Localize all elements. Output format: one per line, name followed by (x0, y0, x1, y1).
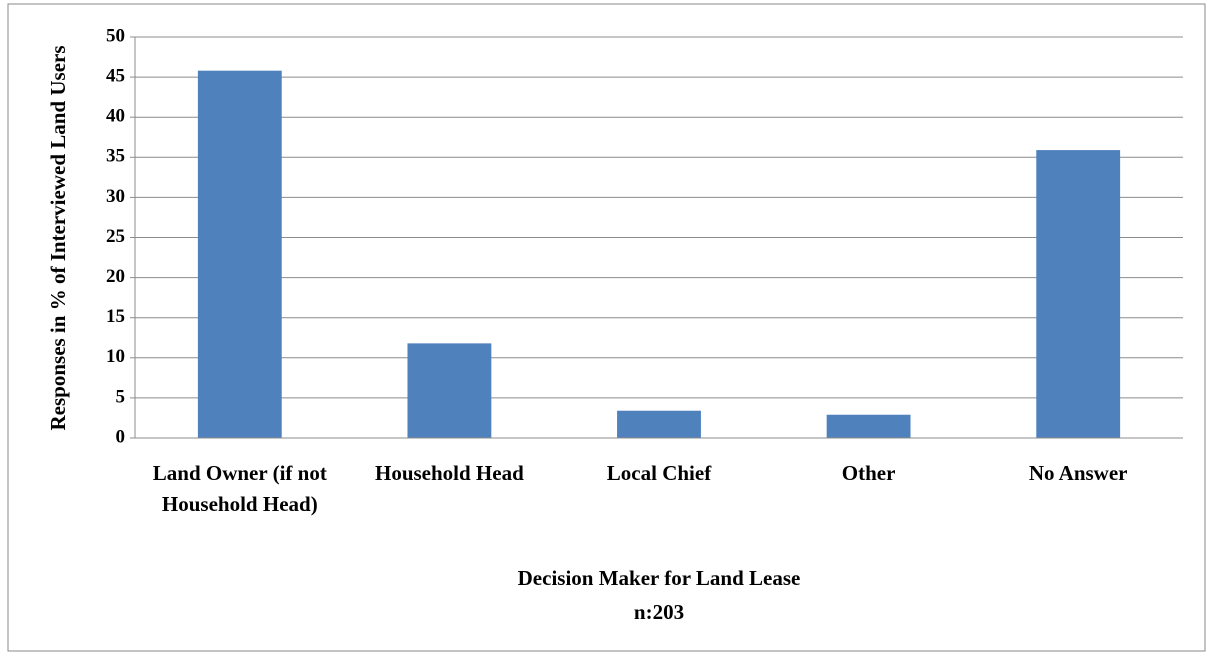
y-tick-label: 20 (106, 266, 125, 287)
x-tick-label: No Answer (1028, 461, 1128, 485)
y-axis-title: Responses in % of Interviewed Land Users (46, 45, 70, 430)
x-axis-note: n:203 (634, 600, 684, 624)
x-tick-label: Household Head (374, 461, 524, 485)
y-tick-label: 15 (106, 306, 125, 327)
y-tick-label: 35 (106, 146, 125, 167)
x-axis-title: Decision Maker for Land Lease (518, 566, 801, 590)
bar (407, 343, 492, 438)
bar (617, 410, 701, 438)
y-tick-label: 30 (106, 186, 125, 207)
bar (1036, 150, 1121, 438)
y-tick-label: 5 (116, 386, 126, 407)
bar (826, 414, 911, 438)
bar (197, 70, 282, 439)
y-tick-label: 0 (116, 426, 126, 447)
x-tick-label: Local Chief (606, 461, 712, 485)
x-tick-label: Land Owner (if not Household Head) (152, 461, 327, 516)
y-tick-label: 45 (106, 65, 125, 86)
y-tick-label: 40 (106, 106, 125, 127)
chart-frame (7, 3, 1206, 652)
y-tick-label: 25 (106, 226, 125, 247)
x-tick-label: Other (841, 461, 896, 485)
y-tick-label: 10 (106, 346, 125, 367)
y-tick-label: 50 (106, 25, 125, 46)
